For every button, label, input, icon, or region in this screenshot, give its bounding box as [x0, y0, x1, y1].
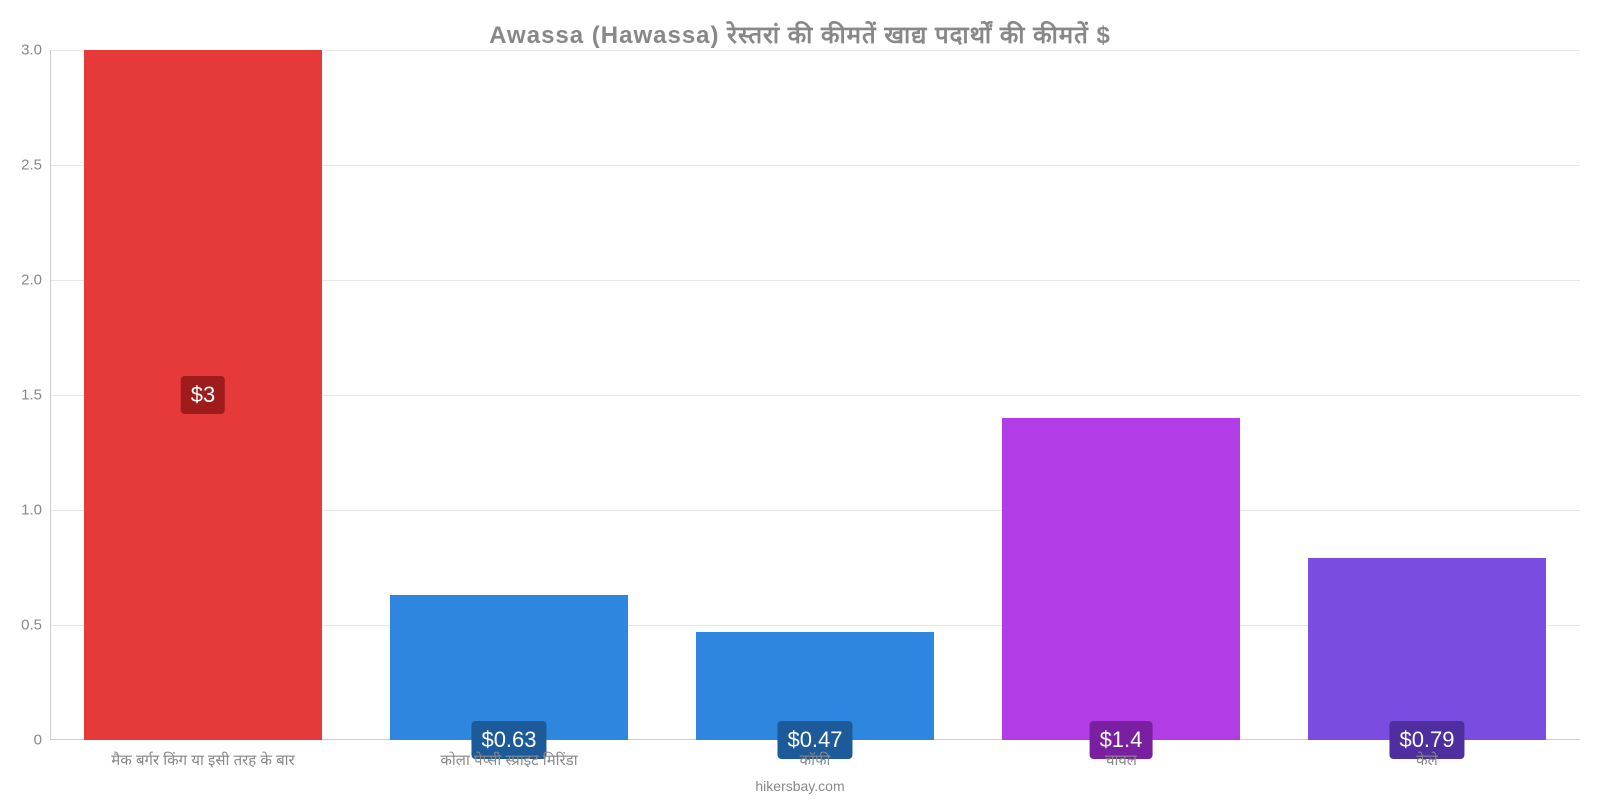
plot-area: $3 $0.63 $0.47 $1.4 $0.79 — [50, 50, 1580, 740]
bar: $0.79 — [1308, 558, 1547, 740]
bar-wrapper: $1.4 — [968, 50, 1274, 740]
x-tick-label: कोला पेप्सी स्प्राइट मिरिंडा — [356, 750, 662, 770]
bar-wrapper: $0.63 — [356, 50, 662, 740]
y-tick-label: 1.0 — [21, 502, 42, 519]
bar: $3 — [84, 50, 323, 740]
y-tick-label: 2.5 — [21, 157, 42, 174]
footer-credit: hikersbay.com — [0, 778, 1600, 794]
chart-container: Awassa (Hawassa) रेस्तरां की कीमतें खाद्… — [0, 0, 1600, 800]
y-tick-label: 1.5 — [21, 387, 42, 404]
x-tick-label: चावल — [968, 750, 1274, 770]
y-axis: 00.51.01.52.02.53.0 — [0, 50, 50, 740]
bar-wrapper: $0.47 — [662, 50, 968, 740]
bars-group: $3 $0.63 $0.47 $1.4 $0.79 — [50, 50, 1580, 740]
y-tick-label: 0 — [34, 732, 42, 749]
x-axis: मैक बर्गर किंग या इसी तरह के बारकोला पेप… — [50, 750, 1580, 770]
value-label: $3 — [181, 376, 225, 414]
bar: $1.4 — [1002, 418, 1241, 740]
y-tick-label: 3.0 — [21, 42, 42, 59]
x-tick-label: कॉफी — [662, 750, 968, 770]
y-tick-label: 2.0 — [21, 272, 42, 289]
bar: $0.63 — [390, 595, 629, 740]
y-tick-label: 0.5 — [21, 617, 42, 634]
chart-title: Awassa (Hawassa) रेस्तरां की कीमतें खाद्… — [0, 18, 1600, 51]
x-tick-label: केले — [1274, 750, 1580, 770]
bar: $0.47 — [696, 632, 935, 740]
bar-wrapper: $0.79 — [1274, 50, 1580, 740]
x-tick-label: मैक बर्गर किंग या इसी तरह के बार — [50, 750, 356, 770]
bar-wrapper: $3 — [50, 50, 356, 740]
